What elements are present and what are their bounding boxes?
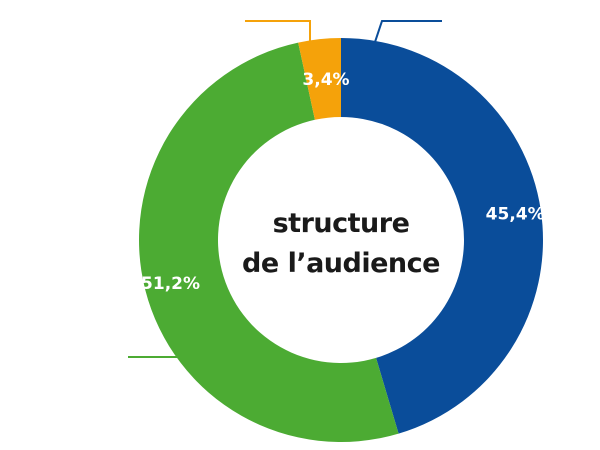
chart-title-line-1: structure bbox=[273, 208, 410, 239]
leader-line-orange bbox=[245, 20, 311, 42]
chart-leader-lines bbox=[128, 20, 442, 358]
slice-label-blue: 45,4% bbox=[486, 205, 545, 225]
chart-slices bbox=[138, 38, 543, 443]
slice-green bbox=[138, 42, 399, 443]
slice-orange bbox=[298, 38, 341, 120]
slice-label-orange: 3,4% bbox=[302, 70, 349, 90]
chart-slice-labels: 45,4% 51,2% 3,4% bbox=[141, 70, 545, 294]
slice-label-green: 51,2% bbox=[141, 274, 200, 294]
leader-line-blue bbox=[374, 20, 442, 43]
slice-blue bbox=[341, 38, 543, 434]
chart-title-line-2: de l’audience bbox=[242, 248, 440, 279]
